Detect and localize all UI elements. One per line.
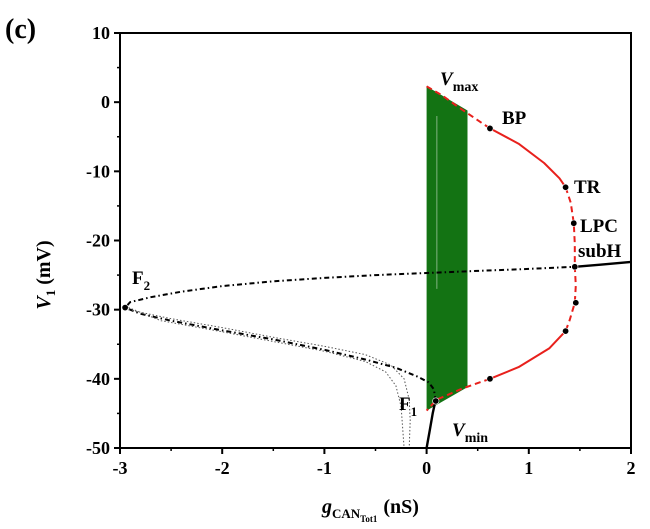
stable-periodic-branch-6 — [489, 127, 567, 188]
axes-layer — [114, 32, 632, 454]
x-tick-label: 1 — [524, 458, 533, 478]
bifurcation-point-6 — [486, 375, 494, 383]
bifurcation-point-4 — [572, 299, 580, 307]
x-tick-label: 2 — [627, 458, 636, 478]
bifurcation-point-tr — [562, 183, 570, 191]
bifurcation-point-5 — [562, 327, 570, 335]
tr-label: TR — [574, 177, 601, 198]
bursting-band — [426, 86, 468, 411]
y-tick-label: -40 — [86, 369, 110, 389]
x-axis-title: gCANTot1(nS) — [321, 496, 419, 524]
bifurcation-point-lpc — [570, 219, 578, 227]
unstable-periodic-branch-9 — [425, 377, 491, 412]
lpc-label: LPC — [580, 216, 618, 237]
envelope-branch-3 — [124, 305, 405, 449]
y-tick-label: 0 — [101, 92, 110, 112]
unstable-branch-1 — [124, 265, 575, 402]
x-tick-label: -1 — [317, 458, 332, 478]
f1-label: F1 — [399, 394, 417, 419]
bifurcation-point-subh — [571, 263, 579, 271]
bifurcation-point-f1 — [432, 397, 440, 405]
stable-periodic-branch-8 — [489, 330, 567, 380]
subh-label: subH — [578, 241, 622, 262]
x-tick-label: -2 — [215, 458, 230, 478]
bifurcation-point-bp — [486, 124, 494, 132]
x-tick-label: -3 — [113, 458, 128, 478]
stable-branch-4 — [574, 260, 632, 268]
bifurcation-point-f2 — [121, 304, 129, 312]
y-tick-label: -10 — [86, 161, 110, 181]
y-tick-label: -50 — [86, 438, 110, 458]
plot-frame — [119, 32, 632, 449]
f2-label: F2 — [132, 268, 150, 293]
y-tick-label: -30 — [86, 300, 110, 320]
bp-label: BP — [502, 108, 527, 129]
unstable-periodic-branch-5 — [426, 85, 491, 130]
vmin-label: Vmin — [452, 420, 488, 446]
panel-label: (c) — [5, 14, 36, 45]
envelope-branch-2 — [124, 308, 411, 449]
y-tick-label: -20 — [86, 231, 110, 251]
x-tick-label: 0 — [422, 458, 431, 478]
data-layer — [121, 85, 632, 449]
unstable-periodic-branch-7 — [564, 186, 577, 332]
y-tick-label: 10 — [92, 23, 110, 43]
vmax-label: Vmax — [440, 69, 478, 95]
y-axis-title: V1(mV) — [33, 240, 58, 309]
